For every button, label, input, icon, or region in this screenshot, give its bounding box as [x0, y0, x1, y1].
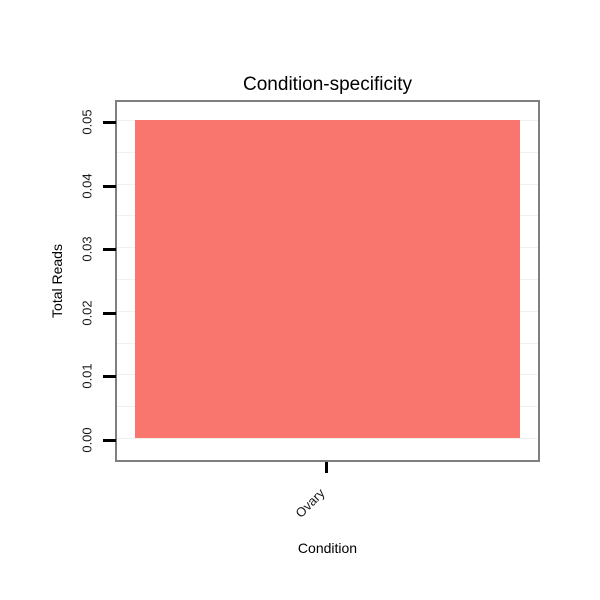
chart-title: Condition-specificity	[243, 74, 412, 95]
y-tick-mark	[103, 439, 116, 442]
y-tick-label: 0.05	[79, 109, 95, 135]
y-tick-label: 0.04	[79, 172, 95, 199]
x-tick-mark	[325, 462, 328, 473]
y-tick-label: 0.01	[79, 363, 95, 390]
x-axis-label: Condition	[297, 540, 358, 556]
y-tick-mark	[103, 121, 116, 124]
bar-ovary	[135, 120, 520, 438]
y-tick-mark	[103, 375, 116, 379]
y-tick-label: 0.00	[79, 427, 95, 453]
y-tick-mark	[103, 248, 116, 252]
plot-area	[115, 100, 540, 462]
y-tick-mark	[103, 311, 116, 315]
y-tick-mark	[103, 184, 116, 188]
y-tick-label: 0.02	[79, 300, 95, 326]
y-axis-label: Total Reads	[49, 244, 65, 318]
y-tick-label: 0.03	[79, 236, 95, 262]
x-tick-label-ovary: Ovary	[292, 485, 328, 521]
gridline	[117, 438, 538, 439]
